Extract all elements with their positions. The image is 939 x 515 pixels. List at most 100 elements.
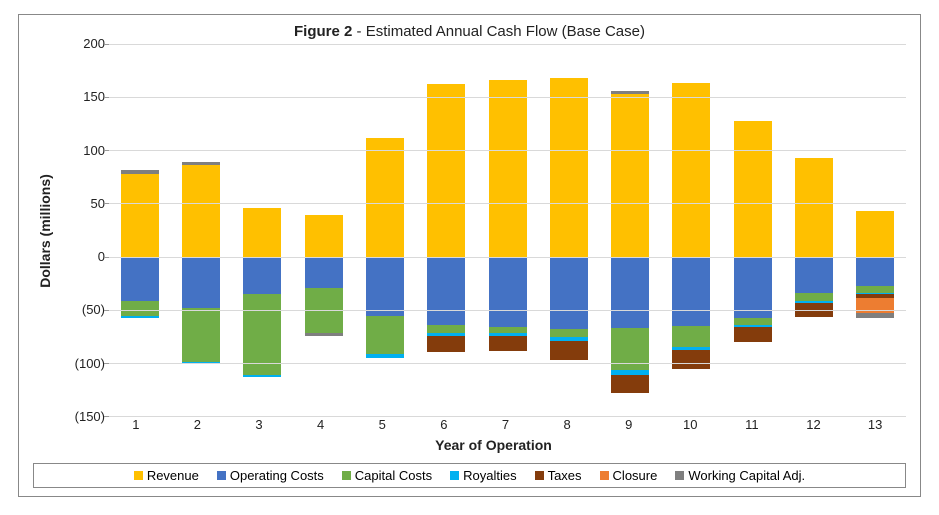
bar-segment	[856, 257, 894, 287]
bar	[305, 44, 343, 416]
legend-label: Capital Costs	[355, 468, 432, 483]
bar-slot	[293, 44, 354, 416]
bar-segment	[672, 326, 710, 347]
bar-segment	[182, 308, 220, 362]
grid-line	[109, 310, 906, 311]
bar-segment	[427, 325, 465, 334]
bar-segment	[427, 84, 465, 256]
legend-item: Revenue	[134, 468, 199, 483]
plot	[109, 44, 906, 417]
chart-title: Figure 2 - Estimated Annual Cash Flow (B…	[33, 23, 906, 40]
grid-line	[109, 150, 906, 151]
x-tick-label: 5	[351, 417, 413, 437]
bar-segment	[243, 375, 281, 377]
bar	[734, 44, 772, 416]
x-tick-label: 8	[536, 417, 598, 437]
bar-segment	[305, 257, 343, 289]
legend-item: Working Capital Adj.	[675, 468, 805, 483]
y-tick-mark	[104, 363, 109, 364]
bar-segment	[427, 336, 465, 352]
grid-line	[109, 44, 906, 45]
y-tick-label: 50	[91, 196, 105, 211]
bar-slot	[783, 44, 844, 416]
bar	[611, 44, 649, 416]
y-tick-mark	[104, 203, 109, 204]
bar-segment	[182, 165, 220, 256]
bar	[795, 44, 833, 416]
bar-segment	[243, 257, 281, 294]
bar-segment	[856, 211, 894, 257]
bar	[427, 44, 465, 416]
bar-segment	[121, 170, 159, 173]
bar-slot	[538, 44, 599, 416]
bar-segment	[305, 288, 343, 333]
legend-swatch	[535, 471, 544, 480]
x-axis-label: Year of Operation	[33, 437, 906, 459]
bar-segment	[305, 215, 343, 256]
y-tick-mark	[104, 44, 109, 45]
bar-slot	[232, 44, 293, 416]
grid-line	[109, 416, 906, 417]
y-tick-mark	[104, 257, 109, 258]
legend-label: Closure	[613, 468, 658, 483]
bar-segment	[734, 327, 772, 342]
bar-segment	[672, 350, 710, 369]
legend-label: Taxes	[548, 468, 582, 483]
grid-line	[109, 97, 906, 98]
x-tick-label: 3	[228, 417, 290, 437]
y-tick-label: (50)	[82, 302, 105, 317]
bar-segment	[121, 301, 159, 316]
bar-segment	[427, 257, 465, 325]
bar-segment	[611, 91, 649, 94]
legend-swatch	[600, 471, 609, 480]
y-ticks: 200150100500(50)(100)(150)	[57, 44, 109, 417]
bar	[121, 44, 159, 416]
bar-segment	[795, 158, 833, 257]
bar-segment	[550, 329, 588, 338]
legend-swatch	[675, 471, 684, 480]
y-tick-mark	[104, 97, 109, 98]
legend-item: Taxes	[535, 468, 582, 483]
legend-swatch	[342, 471, 351, 480]
bar-slot	[170, 44, 231, 416]
y-tick-label: (150)	[75, 409, 105, 424]
y-tick-mark	[104, 310, 109, 311]
bar-slot	[416, 44, 477, 416]
bar-segment	[121, 174, 159, 257]
bar-segment	[121, 257, 159, 302]
chart-border: Figure 2 - Estimated Annual Cash Flow (B…	[18, 14, 921, 497]
bar-segment	[856, 313, 894, 318]
bar-segment	[672, 257, 710, 326]
x-tick-label: 4	[290, 417, 352, 437]
bar	[182, 44, 220, 416]
x-ticks: 12345678910111213	[33, 417, 906, 437]
bar-slot	[109, 44, 170, 416]
grid-line	[109, 363, 906, 364]
bar-slot	[722, 44, 783, 416]
y-tick-label: (100)	[75, 356, 105, 371]
bar-segment	[672, 83, 710, 256]
y-tick-mark	[104, 150, 109, 151]
x-tick-label: 13	[844, 417, 906, 437]
y-tick-label: 150	[83, 89, 105, 104]
x-tick-label: 6	[413, 417, 475, 437]
bar-segment	[489, 336, 527, 351]
bar-slot	[477, 44, 538, 416]
y-tick-mark	[104, 416, 109, 417]
y-tick-label: 100	[83, 143, 105, 158]
legend: RevenueOperating CostsCapital CostsRoyal…	[33, 463, 906, 488]
y-tick-label: 200	[83, 36, 105, 51]
legend-item: Capital Costs	[342, 468, 432, 483]
bar-segment	[550, 257, 588, 329]
legend-item: Closure	[600, 468, 658, 483]
bar	[550, 44, 588, 416]
bar-segment	[795, 293, 833, 302]
bar-segment	[243, 208, 281, 257]
legend-label: Working Capital Adj.	[688, 468, 805, 483]
bar-segment	[366, 316, 404, 354]
bar-segment	[611, 375, 649, 393]
legend-label: Royalties	[463, 468, 516, 483]
legend-swatch	[134, 471, 143, 480]
legend-item: Royalties	[450, 468, 516, 483]
legend-swatch	[450, 471, 459, 480]
